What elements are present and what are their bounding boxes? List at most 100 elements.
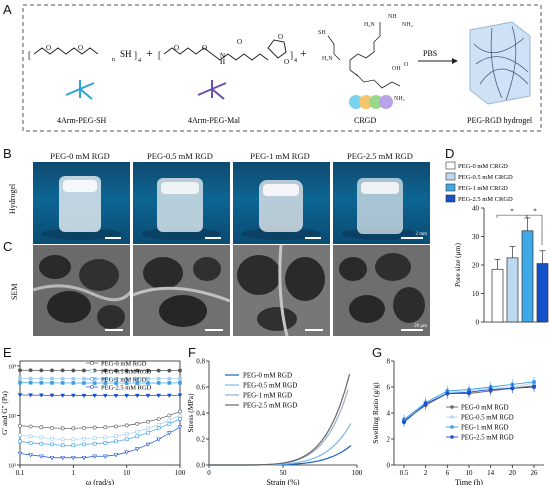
- data-point: [60, 443, 65, 448]
- data-point: [71, 368, 76, 373]
- plot-frame: [19, 360, 181, 466]
- data-point: [135, 381, 140, 385]
- data-point: [156, 393, 161, 398]
- data-point: [71, 426, 76, 431]
- data-point: [92, 381, 97, 385]
- data-point: [114, 381, 118, 385]
- scale-bar-label-um: 20 μm: [414, 324, 427, 329]
- y-tick-label: 8: [387, 358, 391, 366]
- legend-label-3: PEG-2.5 mM RGD: [461, 435, 514, 442]
- data-point: [156, 417, 161, 421]
- crgd-structure: NH H₂N NH₂ SH H₂N OHO NH₂: [318, 14, 413, 102]
- data-point: [28, 441, 33, 445]
- data-point: [60, 393, 65, 398]
- legend-label-3: PEG-2.5 mM RGD: [243, 402, 297, 410]
- hydrogel-photo-0: [33, 162, 130, 244]
- data-point: [177, 425, 183, 430]
- scale-bar-label-mm: 2 mm: [415, 232, 427, 237]
- data-point: [39, 376, 44, 381]
- x-tick-label: 10: [466, 469, 474, 477]
- legend-label-1: PEG-0.5 mM RGD: [101, 368, 152, 375]
- data-point: [71, 437, 76, 442]
- y-tick-label: 30: [472, 233, 480, 241]
- data-point: [18, 423, 22, 428]
- data-point: [124, 437, 129, 442]
- data-point: [103, 425, 108, 430]
- hydrogel-photo-25: 2 mm: [333, 162, 430, 244]
- svg-text:O: O: [174, 44, 179, 52]
- data-point: [60, 426, 65, 431]
- data-point: [50, 368, 54, 373]
- peg-sh-label: 4Arm-PEG-SH: [57, 116, 107, 125]
- significance-mark-0: *: [510, 208, 514, 216]
- hydrogel-cube-icon: [469, 21, 531, 105]
- data-point: [71, 376, 76, 381]
- data-point: [60, 456, 65, 461]
- data-point: [134, 393, 140, 399]
- data-point: [81, 393, 87, 399]
- legend-label-2: PEG-1 mM RGD: [101, 376, 147, 383]
- data-point: [146, 368, 150, 373]
- svg-text:O: O: [202, 44, 207, 52]
- series-line-3-Gp: [19, 394, 181, 397]
- data-point: [82, 436, 86, 441]
- svg-text:]: ]: [290, 50, 293, 60]
- x-tick-label: 1: [72, 469, 76, 477]
- y-axis-label: G' and G'' (Pa): [0, 391, 9, 435]
- data-point: [156, 368, 161, 373]
- data-point: [50, 376, 54, 381]
- panel-label-f: F: [188, 345, 196, 360]
- svg-text:O: O: [46, 44, 51, 52]
- data-point: [82, 376, 86, 381]
- y-tick-label: 10: [472, 290, 480, 298]
- data-point: [167, 376, 172, 381]
- y-tick-label: 20: [472, 262, 480, 270]
- stress-strain-chart: 0 50 100 0.0 0.2 0.4 0.6 0.8 Strain (%) Stress (M…: [186, 358, 363, 485]
- x-tick-label: 20: [509, 469, 517, 477]
- plus-sign: +: [146, 46, 153, 60]
- legend-marker-2: [450, 425, 454, 429]
- data-point: [103, 376, 108, 381]
- data-point: [28, 434, 33, 439]
- data-point: [178, 376, 182, 381]
- svg-text:H: H: [220, 58, 225, 66]
- data-point: [103, 381, 108, 385]
- data-point: [156, 426, 161, 431]
- pbs-label: PBS: [423, 49, 437, 58]
- data-point: [134, 447, 140, 452]
- data-point: [146, 426, 150, 431]
- y-axis-label: Pore size (μm): [453, 242, 462, 287]
- row-label-hydrogel: Hydrogel: [8, 183, 17, 214]
- y-tick-label: 0.2: [196, 436, 205, 444]
- y-tick-label: 40: [472, 205, 480, 213]
- data-point: [124, 368, 129, 373]
- data-point: [17, 451, 23, 456]
- series-line-3-Gpp: [19, 426, 181, 459]
- legend-marker-1: [90, 369, 94, 373]
- data-point: [124, 377, 129, 381]
- data-point: [71, 381, 76, 385]
- data-point: [18, 433, 22, 437]
- data-point: [145, 442, 151, 447]
- data-point: [114, 377, 118, 381]
- svg-text:4: 4: [294, 58, 297, 64]
- panel-label-e: E: [3, 345, 12, 360]
- y-axis-label: Swelling Ratio (g/g): [371, 382, 380, 444]
- data-point: [60, 437, 65, 442]
- data-point: [81, 456, 87, 461]
- x-axis-label: Strain (%): [266, 478, 299, 485]
- data-point: [156, 422, 161, 427]
- stress-curve-0: [209, 445, 352, 466]
- data-point: [445, 391, 450, 396]
- data-point: [18, 376, 22, 381]
- svg-text:4: 4: [138, 58, 141, 64]
- data-point: [103, 393, 108, 399]
- bar-1: [506, 257, 519, 323]
- y-tick-label: 10³: [8, 364, 16, 370]
- data-point: [124, 393, 129, 399]
- svg-text:O: O: [237, 38, 242, 46]
- legend-swatch-0: [445, 161, 456, 170]
- hydrogel-photo-05: [133, 162, 230, 244]
